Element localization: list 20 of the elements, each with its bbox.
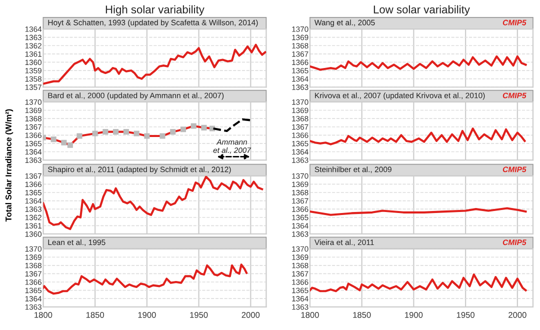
line-series	[310, 55, 527, 71]
x-tick-label: 1950	[190, 312, 208, 318]
line-series	[310, 207, 527, 216]
x-tick-label: 1800	[34, 312, 52, 318]
line-series	[43, 44, 266, 85]
line-series	[310, 273, 527, 292]
chart-title: Low solar variability	[374, 5, 470, 16]
y-axis-title: Total Solar Irradiance (W/m²)	[5, 109, 14, 222]
x-tick-label: 1900	[138, 312, 156, 318]
line-series	[43, 264, 248, 295]
x-tick-label: 1900	[405, 312, 423, 318]
line-series	[310, 127, 526, 146]
x-tick-label: 1850	[353, 312, 371, 318]
x-tick-label: 1950	[456, 312, 474, 318]
x-tick-label: 1850	[86, 312, 104, 318]
line-series	[43, 176, 264, 230]
x-tick-label: 1800	[301, 312, 319, 318]
x-tick-label: 2000	[242, 312, 260, 318]
x-tick-label: 2000	[508, 312, 526, 318]
chart-title: High solar variability	[106, 5, 204, 16]
